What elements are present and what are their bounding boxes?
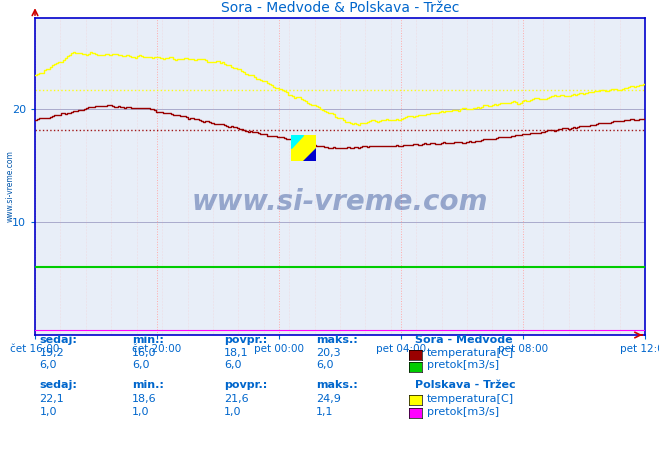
Text: 21,6: 21,6 [224, 394, 248, 404]
Text: www.si-vreme.com: www.si-vreme.com [192, 188, 488, 216]
Text: 19,2: 19,2 [40, 349, 65, 358]
Title: Sora - Medvode & Polskava - Tržec: Sora - Medvode & Polskava - Tržec [221, 1, 459, 15]
Text: www.si-vreme.com: www.si-vreme.com [5, 151, 14, 222]
Text: temperatura[C]: temperatura[C] [427, 394, 514, 404]
Text: 6,0: 6,0 [316, 360, 334, 370]
Text: pretok[m3/s]: pretok[m3/s] [427, 360, 499, 370]
Text: 1,1: 1,1 [316, 407, 334, 417]
Text: 24,9: 24,9 [316, 394, 341, 404]
Text: maks.:: maks.: [316, 335, 358, 344]
Text: 20,3: 20,3 [316, 349, 341, 358]
Text: 22,1: 22,1 [40, 394, 65, 404]
Text: 16,0: 16,0 [132, 349, 156, 358]
Text: min.:: min.: [132, 335, 163, 344]
Text: 1,0: 1,0 [132, 407, 150, 417]
Text: povpr.:: povpr.: [224, 335, 268, 344]
Text: 18,1: 18,1 [224, 349, 248, 358]
Text: pretok[m3/s]: pretok[m3/s] [427, 407, 499, 417]
Text: 1,0: 1,0 [40, 407, 57, 417]
Text: 6,0: 6,0 [40, 360, 57, 370]
Text: sedaj:: sedaj: [40, 380, 77, 390]
Text: Sora - Medvode: Sora - Medvode [415, 335, 513, 344]
Text: maks.:: maks.: [316, 380, 358, 390]
Text: Polskava - Tržec: Polskava - Tržec [415, 380, 516, 390]
Text: 1,0: 1,0 [224, 407, 242, 417]
Text: temperatura[C]: temperatura[C] [427, 349, 514, 358]
Text: min.:: min.: [132, 380, 163, 390]
Text: sedaj:: sedaj: [40, 335, 77, 344]
Text: 6,0: 6,0 [132, 360, 150, 370]
Text: 6,0: 6,0 [224, 360, 242, 370]
Text: 18,6: 18,6 [132, 394, 156, 404]
Text: povpr.:: povpr.: [224, 380, 268, 390]
